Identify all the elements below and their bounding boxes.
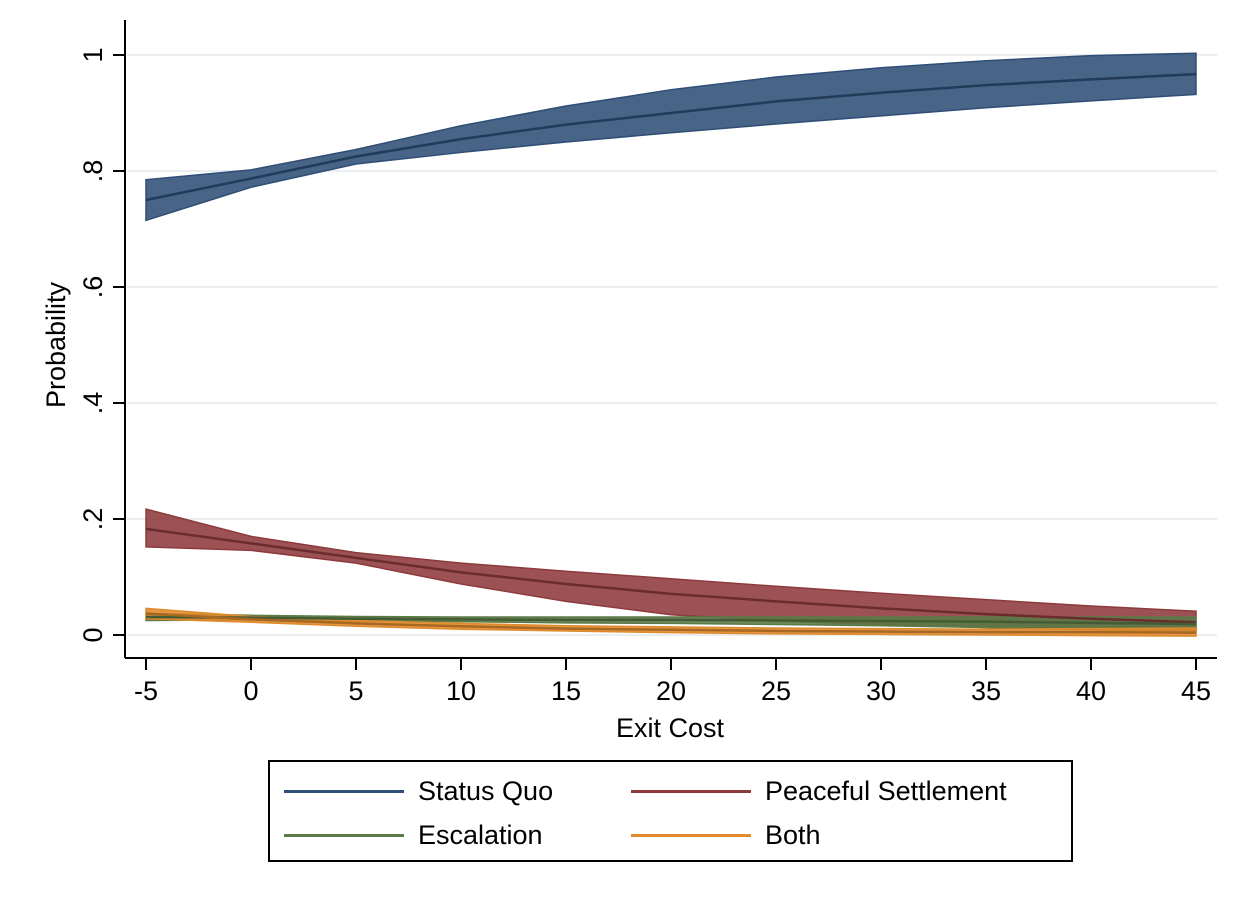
band-peaceful-settlement [145, 508, 1197, 633]
y-tick-label-6: .6 [78, 276, 108, 299]
x-tick-label-5: -5 [134, 676, 158, 706]
x-tick-label-0: 0 [243, 676, 258, 706]
x-tick-label-25: 25 [761, 676, 791, 706]
legend-item-both: Both [631, 820, 821, 850]
x-tick-label-35: 35 [971, 676, 1001, 706]
y-tick-label-4: .4 [78, 392, 108, 415]
y-tick-label-1: 1 [78, 47, 108, 62]
y-tick-label-0: 0 [78, 627, 108, 642]
x-tick-label-40: 40 [1076, 676, 1106, 706]
legend-swatch-escalation [284, 833, 404, 837]
x-tick-label-5: 5 [348, 676, 363, 706]
legend-label-both: Both [765, 819, 821, 850]
x-ticks: -5 0 5 10 15 20 25 30 35 40 45 [134, 658, 1211, 706]
legend-swatch-status-quo [284, 789, 404, 793]
legend-item-escalation: Escalation [284, 820, 543, 850]
x-axis-title: Exit Cost [616, 713, 725, 743]
x-tick-label-20: 20 [656, 676, 686, 706]
series-lines [145, 72, 1197, 634]
band-status-quo [145, 52, 1197, 222]
legend-label-escalation: Escalation [418, 819, 543, 850]
line-both [145, 612, 1197, 634]
x-tick-label-15: 15 [551, 676, 581, 706]
y-tick-label-2: .2 [78, 508, 108, 531]
y-tick-label-8: .8 [78, 160, 108, 183]
legend: Status Quo Peaceful Settlement Escalatio… [268, 760, 1073, 862]
x-tick-label-10: 10 [446, 676, 476, 706]
legend-item-status-quo: Status Quo [284, 776, 553, 806]
legend-item-peaceful-settlement: Peaceful Settlement [631, 776, 1007, 806]
legend-swatch-peaceful-settlement [631, 789, 751, 793]
y-ticks: 0 .2 .4 .6 .8 1 [78, 47, 125, 643]
y-axis-title: Probability [41, 281, 71, 408]
legend-swatch-both [631, 833, 751, 837]
confidence-bands [145, 52, 1197, 637]
x-tick-label-45: 45 [1181, 676, 1211, 706]
line-peaceful-settlement [145, 527, 1197, 624]
line-status-quo [145, 72, 1197, 202]
plot-area: -5 0 5 10 15 20 25 30 35 40 45 0 .2 .4 .6 .8 1 Exit Cos… [41, 20, 1217, 743]
legend-label-peaceful-settlement: Peaceful Settlement [765, 775, 1007, 806]
x-tick-label-30: 30 [866, 676, 896, 706]
legend-label-status-quo: Status Quo [418, 775, 554, 806]
band-both [145, 607, 1197, 637]
line-escalation [145, 615, 1197, 626]
